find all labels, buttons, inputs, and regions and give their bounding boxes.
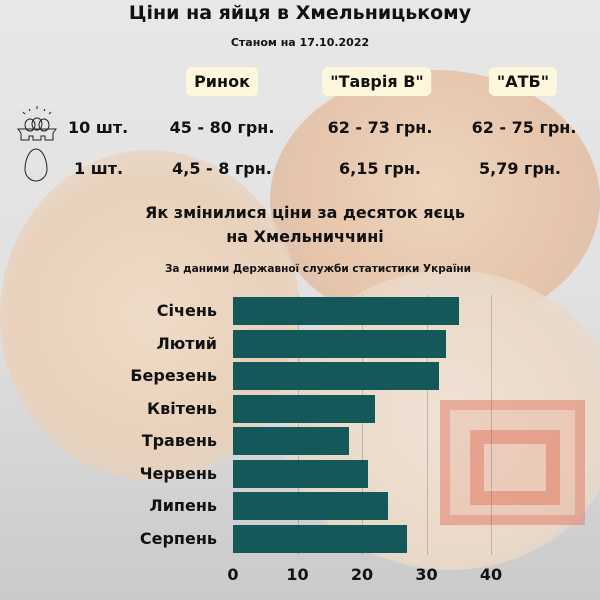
x-tick-label: 40 bbox=[479, 565, 503, 584]
bar bbox=[233, 362, 440, 390]
egg-icon bbox=[24, 148, 48, 182]
gridline bbox=[491, 295, 492, 555]
bar bbox=[233, 297, 459, 325]
date-subtitle: Станом на 17.10.2022 bbox=[230, 36, 370, 49]
gridline bbox=[297, 295, 299, 555]
chart-title-line1: Як змінилися ціни за десяток яєць bbox=[145, 203, 465, 222]
source-note: За даними Державної служби статистики Ук… bbox=[164, 263, 472, 275]
watermark-logo bbox=[440, 400, 585, 525]
row-label-1: 1 шт. bbox=[74, 159, 124, 178]
x-tick-label: 0 bbox=[227, 565, 239, 584]
price-atb-1: 5,79 грн. bbox=[479, 159, 561, 178]
category-label: Червень bbox=[139, 463, 217, 483]
store-header-market: Ринок bbox=[186, 67, 258, 96]
category-label: Лютий bbox=[156, 333, 217, 353]
x-tick-label: 10 bbox=[286, 565, 309, 584]
gridline bbox=[426, 295, 428, 555]
category-label: Січень bbox=[156, 301, 217, 320]
bar bbox=[233, 492, 388, 520]
x-tick-label: 30 bbox=[415, 565, 438, 584]
category-label: Травень bbox=[141, 431, 217, 450]
bar bbox=[233, 459, 369, 488]
row-label-10: 10 шт. bbox=[68, 118, 129, 137]
bar bbox=[233, 427, 350, 455]
category-label: Липень bbox=[149, 496, 217, 515]
bar bbox=[233, 329, 446, 358]
egg-carton-icon bbox=[17, 106, 57, 141]
store-header-tavria: "Таврія В" bbox=[322, 67, 432, 96]
price-market-10: 45 - 80 грн. bbox=[169, 118, 275, 137]
price-atb-10: 62 - 75 грн. bbox=[471, 118, 577, 137]
category-label: Серпень bbox=[139, 528, 217, 548]
price-tavria-10: 62 - 73 грн. bbox=[327, 118, 433, 137]
gridline bbox=[362, 295, 363, 555]
category-label: Березень bbox=[130, 366, 217, 385]
chart-title-line2: на Хмельниччині bbox=[226, 227, 384, 246]
bar bbox=[233, 394, 375, 423]
price-tavria-1: 6,15 грн. bbox=[339, 159, 421, 178]
price-market-1: 4,5 - 8 грн. bbox=[172, 159, 272, 178]
category-label: Квітень bbox=[147, 398, 217, 418]
page-title: Ціни на яйця в Хмельницькому bbox=[128, 2, 472, 24]
bar bbox=[233, 524, 408, 553]
x-tick-label: 20 bbox=[350, 565, 374, 584]
store-header-atb: "АТБ" bbox=[488, 67, 558, 96]
